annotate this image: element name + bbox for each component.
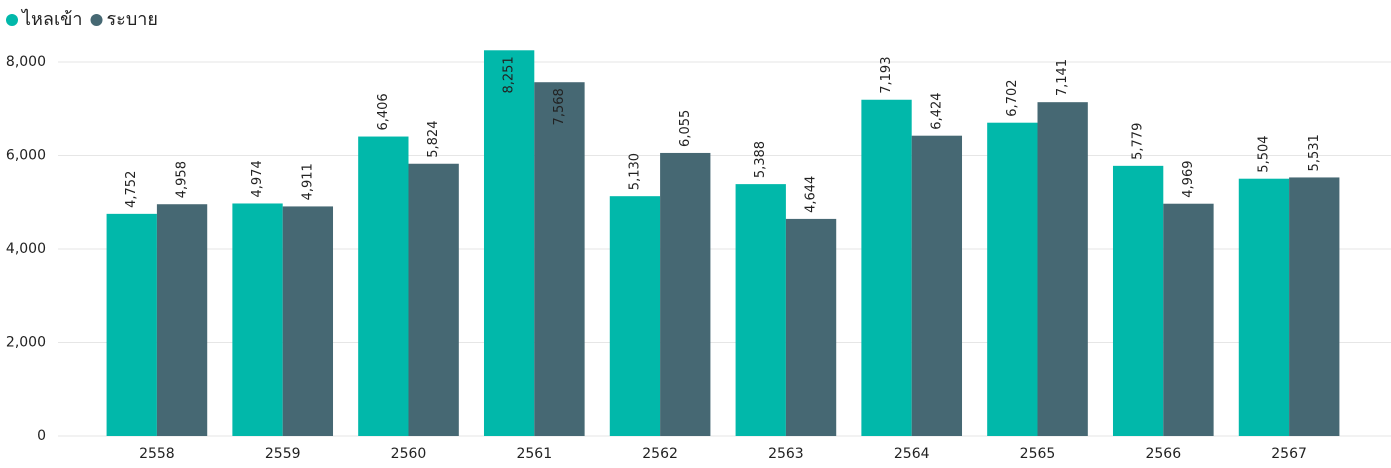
x-tick-label: 2561: [516, 446, 552, 462]
bar: [483, 50, 535, 437]
x-tick-label: 2567: [1271, 446, 1307, 462]
bar: [232, 203, 283, 436]
data-label: 6,406: [376, 93, 391, 130]
data-label: 4,644: [804, 176, 819, 213]
y-tick-label: 8,000: [6, 54, 46, 70]
legend-marker: [90, 14, 103, 26]
x-tick-label: 2562: [642, 446, 678, 462]
data-label: 6,424: [929, 92, 944, 129]
bar: [534, 82, 585, 436]
bar: [1289, 177, 1340, 436]
x-tick-label: 2560: [391, 446, 427, 462]
y-tick-label: 0: [37, 428, 46, 444]
data-label: 4,969: [1181, 160, 1196, 197]
bar: [987, 122, 1038, 436]
x-tick-label: 2559: [265, 446, 301, 462]
data-label: 4,752: [124, 171, 139, 208]
bar: [1112, 165, 1164, 436]
bar: [358, 136, 409, 436]
bar: [609, 196, 661, 436]
x-tick-label: 2558: [139, 446, 175, 462]
data-label: 5,388: [753, 141, 768, 178]
x-tick-label: 2566: [1145, 446, 1181, 462]
bar: [282, 206, 334, 436]
data-label: 7,568: [552, 88, 567, 125]
data-label: 5,779: [1131, 123, 1146, 160]
bar: [785, 218, 837, 436]
data-label: 6,702: [1005, 79, 1020, 116]
data-label: 5,504: [1256, 135, 1271, 172]
bar: [911, 135, 963, 437]
bar: [735, 184, 786, 436]
data-label: 4,958: [175, 161, 190, 198]
x-tick-label: 2564: [894, 446, 930, 462]
data-label: 6,055: [678, 110, 693, 147]
y-tick-label: 6,000: [6, 148, 46, 164]
bar: [861, 99, 912, 437]
bar: [1163, 203, 1214, 436]
data-label: 8,251: [502, 56, 517, 93]
x-tick-label: 2563: [768, 446, 804, 462]
bar: [1238, 178, 1290, 436]
bar: [156, 204, 208, 436]
legend-label: ระบาย: [107, 9, 158, 30]
y-tick-label: 2,000: [6, 335, 46, 351]
bar: [1037, 102, 1088, 437]
x-tick-label: 2565: [1020, 446, 1056, 462]
data-label: 5,824: [426, 121, 441, 158]
data-label: 7,141: [1055, 59, 1070, 96]
y-tick-label: 4,000: [6, 241, 46, 257]
legend-marker: [6, 14, 18, 26]
bar: [408, 163, 459, 436]
data-label: 5,531: [1307, 134, 1322, 171]
data-label: 4,974: [250, 160, 265, 197]
bar: [106, 213, 157, 436]
bar: [660, 152, 711, 436]
data-label: 4,911: [300, 163, 315, 200]
data-label: 5,130: [627, 153, 642, 190]
legend-label: ไหลเข้า: [20, 8, 83, 30]
data-label: 7,193: [879, 57, 894, 94]
